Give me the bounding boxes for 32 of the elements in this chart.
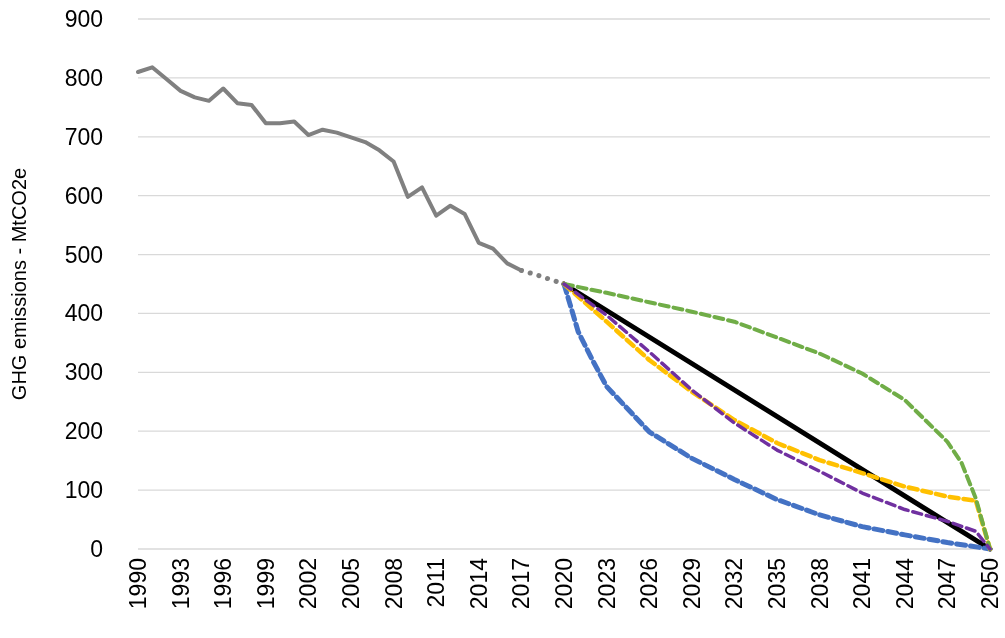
x-tick-label: 2002 [295,558,322,610]
x-tick-label: 2029 [678,558,705,610]
x-tick-label: 2038 [806,558,833,610]
y-tick-label: 900 [64,6,103,33]
y-tick-label: 800 [64,64,103,91]
x-tick-label: 1999 [252,558,279,610]
y-tick-label: 700 [64,123,103,150]
x-tick-label: 1993 [167,558,194,610]
y-axis-title: GHG emissions - MtCO2e [8,167,30,401]
y-tick-label: 100 [64,477,103,504]
x-tick-label: 2032 [721,558,748,610]
y-tick-label: 300 [64,359,103,386]
x-tick-label: 2014 [465,557,492,610]
x-tick-label: 2050 [977,558,1004,610]
x-tick-label: 1996 [210,558,237,610]
x-tick-label: 2017 [508,558,535,610]
y-tick-label: 500 [64,241,103,268]
x-tick-label: 2041 [849,558,876,610]
y-tick-label: 0 [90,536,103,563]
x-tick-label: 1990 [125,558,152,610]
y-tick-label: 600 [64,182,103,209]
y-tick-label: 400 [64,300,103,327]
x-tick-label: 2008 [380,558,407,610]
x-tick-label: 2020 [551,558,578,610]
x-tick-label: 2011 [423,558,450,608]
x-tick-label: 2047 [934,558,961,610]
x-tick-label: 2005 [338,558,365,610]
x-tick-label: 2026 [636,558,663,610]
x-tick-label: 2035 [764,558,791,610]
x-tick-label: 2044 [891,557,918,610]
y-tick-label: 200 [64,418,103,445]
x-tick-label: 2023 [593,558,620,610]
